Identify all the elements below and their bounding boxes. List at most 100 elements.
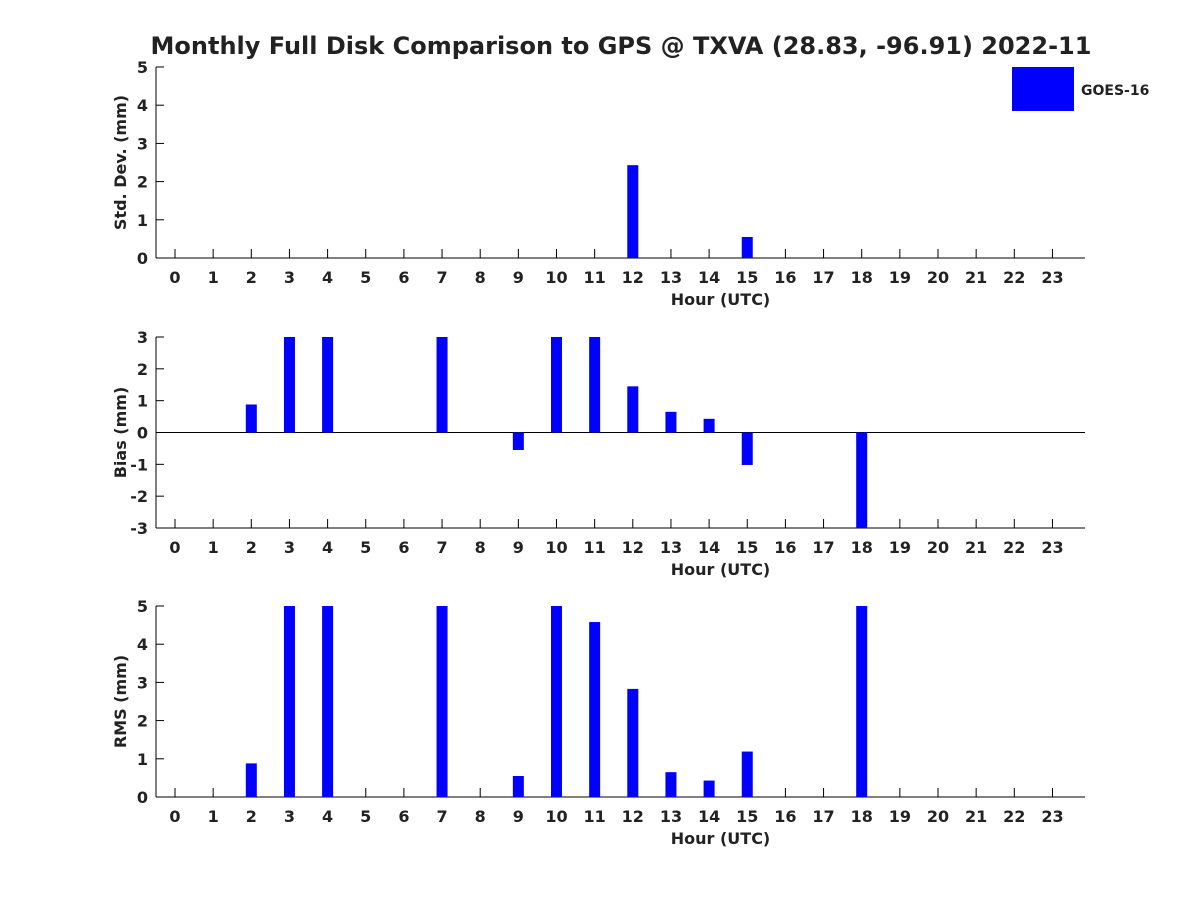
bar-hour-15 — [741, 236, 753, 258]
x-tick-label: 9 — [513, 268, 524, 287]
x-tick-label: 0 — [169, 807, 180, 826]
x-tick-label: 21 — [965, 807, 987, 826]
y-tick-label: 3 — [137, 134, 148, 153]
x-tick-label: 13 — [660, 268, 682, 287]
x-tick-label: 9 — [513, 807, 524, 826]
x-tick-label: 14 — [698, 807, 720, 826]
legend-swatch-goes-16 — [1012, 67, 1074, 111]
x-tick-label: 6 — [398, 538, 409, 557]
bar-hour-11 — [589, 622, 601, 797]
x-tick-label: 8 — [475, 807, 486, 826]
x-tick-label: 16 — [774, 268, 796, 287]
x-tick-label: 4 — [322, 268, 333, 287]
y-tick-label: 1 — [137, 750, 148, 769]
x-tick-label: 17 — [812, 807, 834, 826]
x-tick-label: 3 — [284, 807, 295, 826]
x-tick-label: 16 — [774, 538, 796, 557]
x-tick-label: 10 — [545, 538, 567, 557]
x-tick-label: 9 — [513, 538, 524, 557]
bar-hour-3 — [283, 606, 295, 797]
y-tick-label: 2 — [137, 173, 148, 192]
x-tick-label: 12 — [622, 807, 644, 826]
bar-hour-7 — [436, 337, 448, 433]
x-tick-label: 8 — [475, 538, 486, 557]
bar-hour-14 — [703, 780, 715, 797]
bar-hour-15 — [741, 432, 753, 465]
x-tick-label: 4 — [322, 807, 333, 826]
x-tick-label: 4 — [322, 538, 333, 557]
x-tick-label: 1 — [208, 538, 219, 557]
y-tick-label: 5 — [137, 58, 148, 77]
x-tick-label: 7 — [436, 807, 447, 826]
x-axis-label: Hour (UTC) — [671, 560, 771, 579]
x-axis-label: Hour (UTC) — [671, 829, 771, 848]
y-tick-label: 5 — [137, 597, 148, 616]
x-tick-label: 11 — [584, 807, 606, 826]
x-tick-label: 20 — [927, 538, 949, 557]
x-tick-label: 0 — [169, 268, 180, 287]
y-tick-label: 3 — [137, 328, 148, 347]
x-tick-label: 17 — [812, 268, 834, 287]
bar-hour-12 — [627, 386, 639, 433]
x-tick-label: 15 — [736, 807, 758, 826]
legend-label-goes-16: GOES-16 — [1081, 83, 1149, 99]
x-tick-label: 14 — [698, 538, 720, 557]
x-tick-label: 13 — [660, 538, 682, 557]
x-tick-label: 22 — [1003, 807, 1025, 826]
x-tick-label: 20 — [927, 807, 949, 826]
bar-hour-18 — [856, 432, 868, 528]
x-tick-label: 19 — [889, 268, 911, 287]
bar-hour-14 — [703, 418, 715, 433]
x-tick-label: 0 — [169, 538, 180, 557]
x-tick-label: 5 — [360, 268, 371, 287]
y-tick-label: 4 — [137, 635, 148, 654]
x-tick-label: 5 — [360, 807, 371, 826]
y-tick-label: 1 — [137, 211, 148, 230]
y-tick-label: 0 — [137, 249, 148, 268]
x-tick-label: 11 — [584, 538, 606, 557]
x-tick-label: 6 — [398, 807, 409, 826]
bar-hour-9 — [512, 775, 524, 797]
x-tick-label: 7 — [436, 268, 447, 287]
y-tick-label: 0 — [137, 788, 148, 807]
y-tick-label: 4 — [137, 96, 148, 115]
bar-hour-2 — [245, 404, 257, 433]
x-tick-label: 22 — [1003, 538, 1025, 557]
bar-hour-10 — [551, 606, 562, 797]
x-axis-label: Hour (UTC) — [671, 290, 771, 309]
x-tick-label: 23 — [1041, 268, 1063, 287]
x-tick-label: 1 — [208, 268, 219, 287]
y-tick-label: 3 — [137, 673, 148, 692]
bar-hour-13 — [665, 411, 677, 433]
x-tick-label: 16 — [774, 807, 796, 826]
x-tick-label: 15 — [736, 268, 758, 287]
x-tick-label: 23 — [1041, 807, 1063, 826]
x-tick-label: 11 — [584, 268, 606, 287]
x-tick-label: 10 — [545, 268, 567, 287]
y-tick-label: 0 — [137, 424, 148, 443]
bar-hour-10 — [551, 337, 562, 433]
bar-hour-11 — [589, 337, 601, 433]
x-tick-label: 8 — [475, 268, 486, 287]
y-tick-label: 2 — [137, 360, 148, 379]
x-tick-label: 12 — [622, 268, 644, 287]
x-tick-label: 2 — [246, 807, 257, 826]
x-tick-label: 5 — [360, 538, 371, 557]
bar-hour-3 — [283, 337, 295, 433]
x-tick-label: 3 — [284, 268, 295, 287]
bar-hour-12 — [627, 165, 639, 258]
x-tick-label: 18 — [851, 538, 873, 557]
y-tick-label: 1 — [137, 392, 148, 411]
x-tick-label: 23 — [1041, 538, 1063, 557]
x-tick-label: 10 — [545, 807, 567, 826]
x-tick-label: 18 — [851, 807, 873, 826]
x-tick-label: 1 — [208, 807, 219, 826]
x-tick-label: 7 — [436, 538, 447, 557]
bar-hour-18 — [856, 606, 868, 797]
bar-hour-4 — [322, 606, 334, 797]
y-axis-label: Bias (mm) — [111, 387, 130, 479]
